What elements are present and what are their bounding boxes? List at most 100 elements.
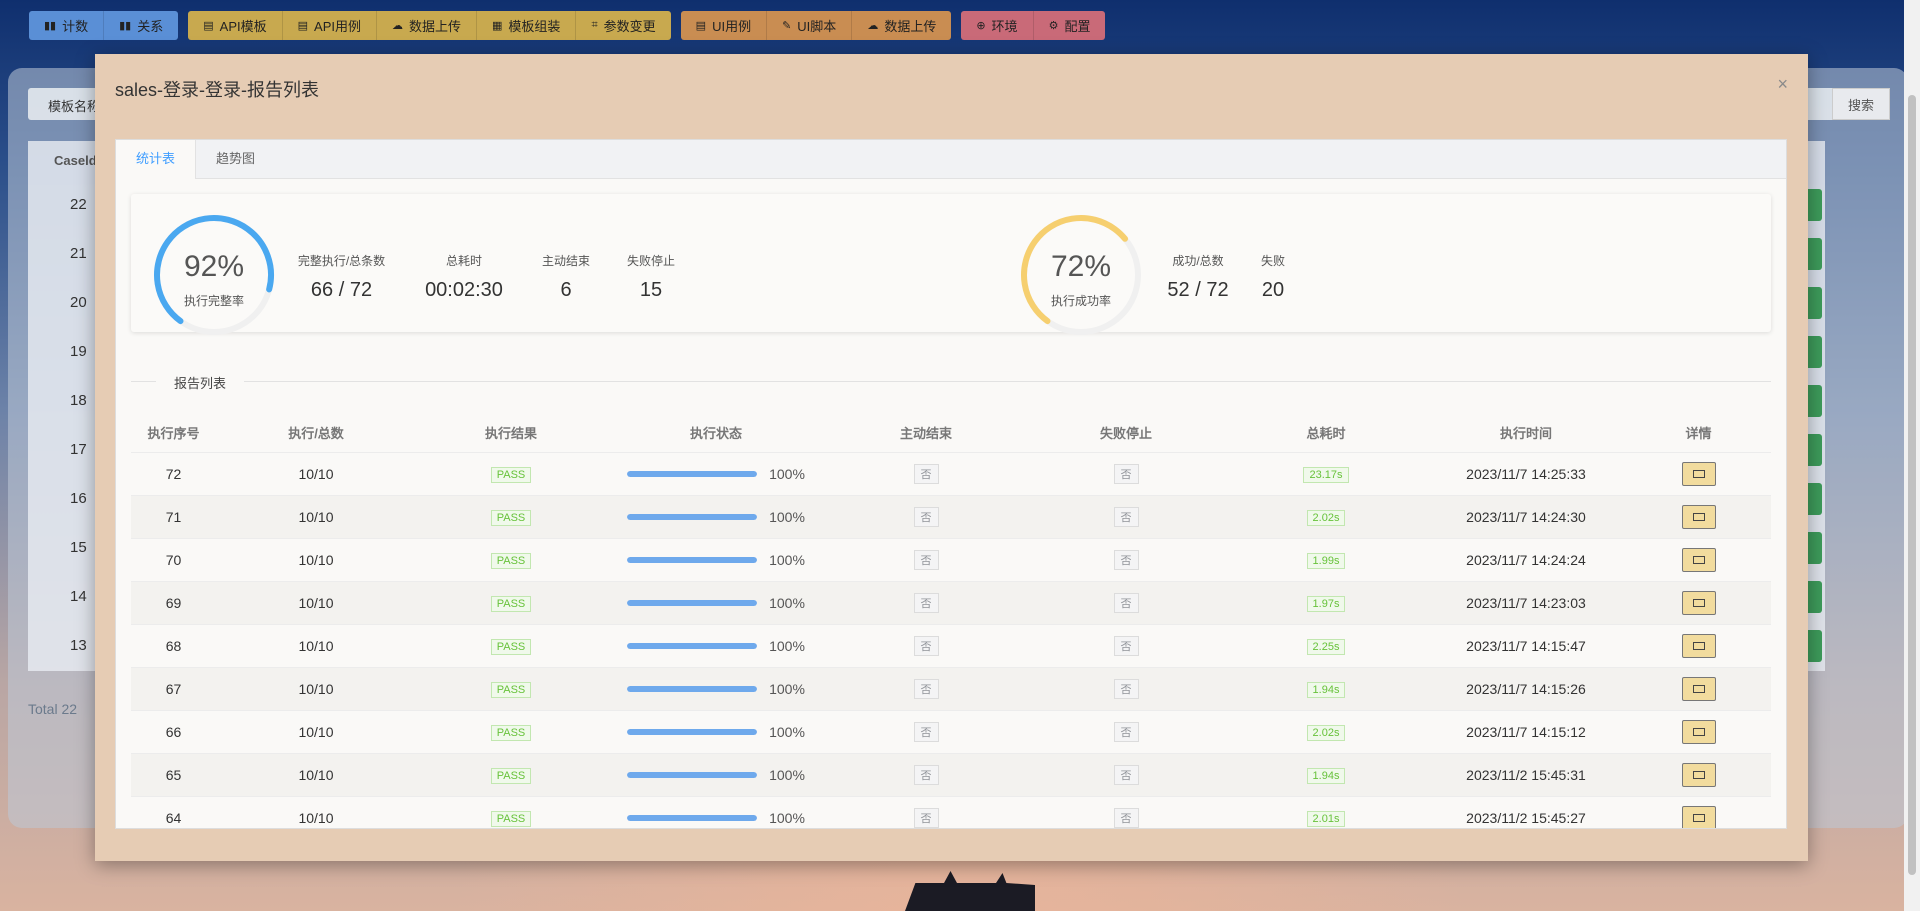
- config-button[interactable]: ⚙ 配置: [1033, 11, 1106, 40]
- duration-tag: 1.94s: [1306, 682, 1346, 698]
- detail-button[interactable]: [1681, 591, 1716, 615]
- cell-detail: [1626, 806, 1771, 828]
- count-button[interactable]: ▮▮ 计数: [29, 11, 105, 40]
- ui-script-button-label: UI脚本: [797, 19, 837, 34]
- manual-end-tag: 否: [913, 765, 939, 785]
- ui-case-button-label: UI用例: [712, 19, 752, 34]
- duration-tag: 2.02s: [1306, 725, 1346, 741]
- cell-status: 100%: [606, 681, 826, 697]
- completion-gauge: 92% 执行完整率: [151, 212, 277, 338]
- stat-success-total: 成功/总数 52 / 72: [1163, 252, 1233, 302]
- stat-key: 主动结束: [541, 254, 590, 268]
- cell-time: 2023/11/7 14:24:30: [1466, 509, 1586, 525]
- column-header-result: 执行结果: [484, 425, 537, 441]
- cell-manual-end: 否: [826, 679, 1026, 699]
- background-row-id: 15: [70, 539, 87, 556]
- ui-case-button[interactable]: ▤ UI用例: [680, 11, 768, 40]
- progress: 100%: [606, 810, 826, 826]
- scrollbar-thumb[interactable]: [1908, 95, 1916, 875]
- progress-fill: [627, 557, 758, 563]
- environment-button[interactable]: ⊕ 环境: [961, 11, 1034, 40]
- api-case-button[interactable]: ▤ API用例: [282, 11, 377, 40]
- cell-status: 100%: [606, 724, 826, 740]
- cell-seq: 68: [165, 638, 182, 654]
- cell-detail: [1626, 720, 1771, 744]
- progress-fill: [627, 729, 758, 735]
- ui-script-button[interactable]: ✎ UI脚本: [767, 11, 853, 40]
- progress-fill: [627, 686, 758, 692]
- column-header-seq: 执行序号: [147, 425, 200, 441]
- cell-fail-stop: 否: [1026, 464, 1226, 484]
- detail-button[interactable]: [1681, 763, 1716, 787]
- progress: 100%: [606, 595, 826, 611]
- table-row: 66 10/10 PASS 100% 否 否 2.02s 2023/11/7 14:15:12: [131, 711, 1771, 754]
- relation-button-label: 关系: [137, 19, 164, 34]
- api-template-button[interactable]: ▤ API模板: [188, 11, 283, 40]
- message-icon: [1692, 513, 1705, 521]
- param-change-button[interactable]: ⌗ 参数变更: [576, 11, 671, 40]
- ui-data-upload-button[interactable]: ☁ 数据上传: [852, 11, 952, 40]
- page-scrollbar[interactable]: [1904, 0, 1920, 911]
- message-icon: [1692, 556, 1705, 564]
- cell-result: PASS: [416, 637, 606, 655]
- cell-duration: 2.02s: [1226, 508, 1426, 526]
- background-search-button[interactable]: 搜索: [1832, 88, 1890, 120]
- table-header-row: 执行序号 执行/总数 执行结果 执行状态 主动结束 失败停止 总耗时 执行时间 …: [131, 412, 1771, 453]
- toolbar-group-ui: ▤ UI用例 ✎ UI脚本 ☁ 数据上传: [680, 11, 952, 40]
- tab-statistics[interactable]: 统计表: [116, 140, 197, 179]
- relation-button[interactable]: ▮▮ 关系: [104, 11, 179, 40]
- detail-button[interactable]: [1681, 505, 1716, 529]
- api-template-button-label: API模板: [219, 19, 267, 34]
- success-gauge: 72% 执行成功率: [1018, 212, 1144, 338]
- cell-seq: 66: [165, 724, 182, 740]
- close-icon[interactable]: ×: [1777, 74, 1788, 94]
- cloud-upload-icon: ☁: [392, 20, 403, 32]
- detail-button[interactable]: [1681, 548, 1716, 572]
- cell-fail-stop: 否: [1026, 593, 1226, 613]
- crop-icon: ⌗: [591, 19, 598, 31]
- api-data-upload-button[interactable]: ☁ 数据上传: [377, 11, 478, 40]
- cell-result: PASS: [416, 809, 606, 827]
- progress-bar: [627, 772, 758, 778]
- cell-manual-end: 否: [826, 765, 1026, 785]
- detail-button[interactable]: [1681, 677, 1716, 701]
- param-change-button-label: 参数变更: [603, 19, 656, 34]
- detail-button[interactable]: [1681, 462, 1716, 486]
- modal-body: 统计表 趋势图 92% 执行完整率 完整执行/总条数 66 / 72 总耗时 0…: [115, 139, 1787, 829]
- template-assemble-button[interactable]: ▦ 模板组装: [477, 11, 577, 40]
- bar-chart-icon: ▮▮: [119, 20, 132, 32]
- detail-button[interactable]: [1681, 720, 1716, 744]
- cell-time: 2023/11/7 14:24:24: [1466, 552, 1586, 568]
- duration-tag: 1.97s: [1306, 596, 1346, 612]
- progress-text: 100%: [769, 466, 805, 482]
- cell-time: 2023/11/2 15:45:31: [1466, 767, 1586, 783]
- pass-tag: PASS: [490, 596, 532, 612]
- message-icon: [1692, 814, 1705, 822]
- column-header-fail-stop: 失败停止: [1099, 425, 1152, 441]
- pass-tag: PASS: [490, 553, 532, 569]
- api-case-button-label: API用例: [314, 19, 361, 34]
- progress-bar: [627, 471, 758, 477]
- cell-duration: 1.99s: [1226, 551, 1426, 569]
- cell-result: PASS: [416, 680, 606, 698]
- progress-bar: [627, 600, 758, 606]
- stat-full-executed: 完整执行/总条数 66 / 72: [294, 252, 389, 302]
- fail-stop-tag: 否: [1113, 464, 1139, 484]
- cell-detail: [1626, 677, 1771, 701]
- completion-percent: 92%: [183, 250, 245, 283]
- cell-result: PASS: [416, 594, 606, 612]
- tab-trend[interactable]: 趋势图: [216, 151, 256, 166]
- background-row-id: 22: [70, 196, 87, 213]
- detail-button[interactable]: [1681, 806, 1716, 828]
- cell-duration: 2.01s: [1226, 809, 1426, 827]
- cell-detail: [1626, 634, 1771, 658]
- fail-stop-tag: 否: [1113, 636, 1139, 656]
- progress: 100%: [606, 552, 826, 568]
- progress-text: 100%: [769, 724, 805, 740]
- cell-result: PASS: [416, 465, 606, 483]
- stat-value: 52 / 72: [1167, 279, 1229, 301]
- progress-fill: [627, 514, 758, 520]
- report-list-modal: sales-登录-登录-报告列表 × 统计表 趋势图 92% 执行完整率 完整执…: [95, 54, 1808, 861]
- success-label: 执行成功率: [1050, 294, 1111, 308]
- detail-button[interactable]: [1681, 634, 1716, 658]
